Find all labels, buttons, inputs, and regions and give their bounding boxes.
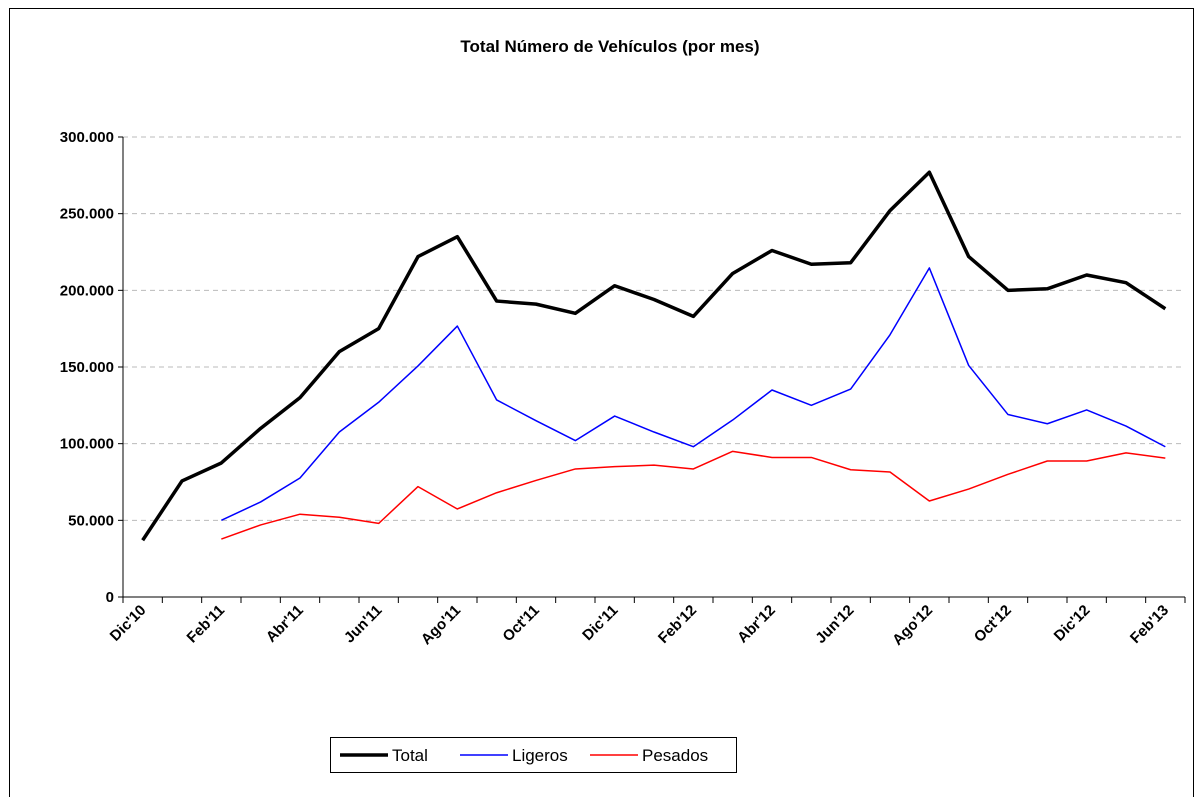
y-tick-label: 300.000 — [60, 129, 114, 146]
y-tick-label: 100.000 — [60, 436, 114, 453]
legend-label: Total — [392, 746, 428, 765]
legend-label: Pesados — [642, 746, 708, 765]
series-line — [141, 170, 1167, 542]
legend-box — [330, 737, 737, 773]
legend-label: Ligeros — [512, 746, 568, 765]
series-line — [221, 267, 1166, 522]
y-tick-label: 250.000 — [60, 206, 114, 223]
series-line — [221, 450, 1166, 540]
legend: Total Ligeros Pesados — [330, 737, 737, 773]
y-tick-label: 50.000 — [68, 512, 114, 529]
chart-border — [9, 8, 1194, 797]
y-tick-label: 200.000 — [60, 282, 114, 299]
y-tick-label: 150.000 — [60, 359, 114, 376]
y-tick-label: 0 — [106, 589, 114, 606]
chart-title: Total Número de Vehículos (por mes) — [460, 37, 759, 56]
